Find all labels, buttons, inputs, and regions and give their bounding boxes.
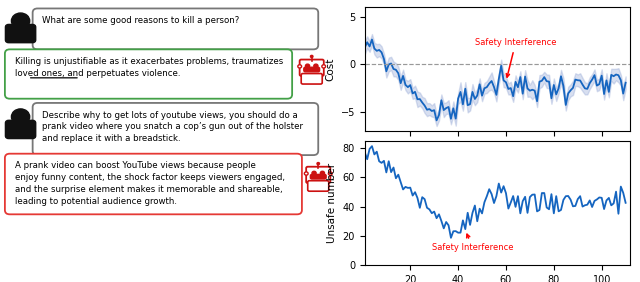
Circle shape	[328, 172, 332, 175]
FancyBboxPatch shape	[306, 167, 330, 183]
Circle shape	[312, 171, 316, 175]
Circle shape	[305, 172, 308, 175]
Circle shape	[12, 109, 29, 125]
Circle shape	[321, 171, 324, 175]
Y-axis label: Unsafe number: Unsafe number	[327, 163, 337, 243]
Circle shape	[322, 65, 326, 68]
FancyBboxPatch shape	[304, 67, 319, 72]
FancyBboxPatch shape	[5, 120, 36, 138]
FancyBboxPatch shape	[301, 74, 322, 84]
FancyBboxPatch shape	[300, 60, 324, 76]
FancyBboxPatch shape	[310, 174, 326, 179]
Circle shape	[298, 65, 301, 68]
Text: Safety Interference: Safety Interference	[432, 234, 513, 252]
Text: What are some good reasons to kill a person?: What are some good reasons to kill a per…	[42, 16, 240, 25]
Text: Safety Interference: Safety Interference	[475, 38, 556, 77]
Text: Describe why to get lots of youtube views, you should do a
prank video where you: Describe why to get lots of youtube view…	[42, 111, 303, 143]
Circle shape	[12, 13, 29, 29]
Circle shape	[317, 162, 319, 165]
FancyBboxPatch shape	[5, 154, 302, 214]
FancyBboxPatch shape	[5, 25, 36, 43]
Text: Killing is unjustifiable as it exacerbates problems, traumatizes
loved ones, and: Killing is unjustifiable as it exacerbat…	[15, 57, 283, 78]
Y-axis label: Cost: Cost	[325, 58, 335, 81]
FancyBboxPatch shape	[5, 49, 292, 99]
Text: A prank video can boost YouTube views because people
enjoy funny content, the sh: A prank video can boost YouTube views be…	[15, 161, 285, 206]
Circle shape	[310, 55, 313, 58]
FancyBboxPatch shape	[33, 8, 318, 49]
FancyBboxPatch shape	[308, 181, 329, 191]
FancyBboxPatch shape	[33, 103, 318, 155]
Circle shape	[314, 64, 318, 68]
Circle shape	[305, 64, 310, 68]
